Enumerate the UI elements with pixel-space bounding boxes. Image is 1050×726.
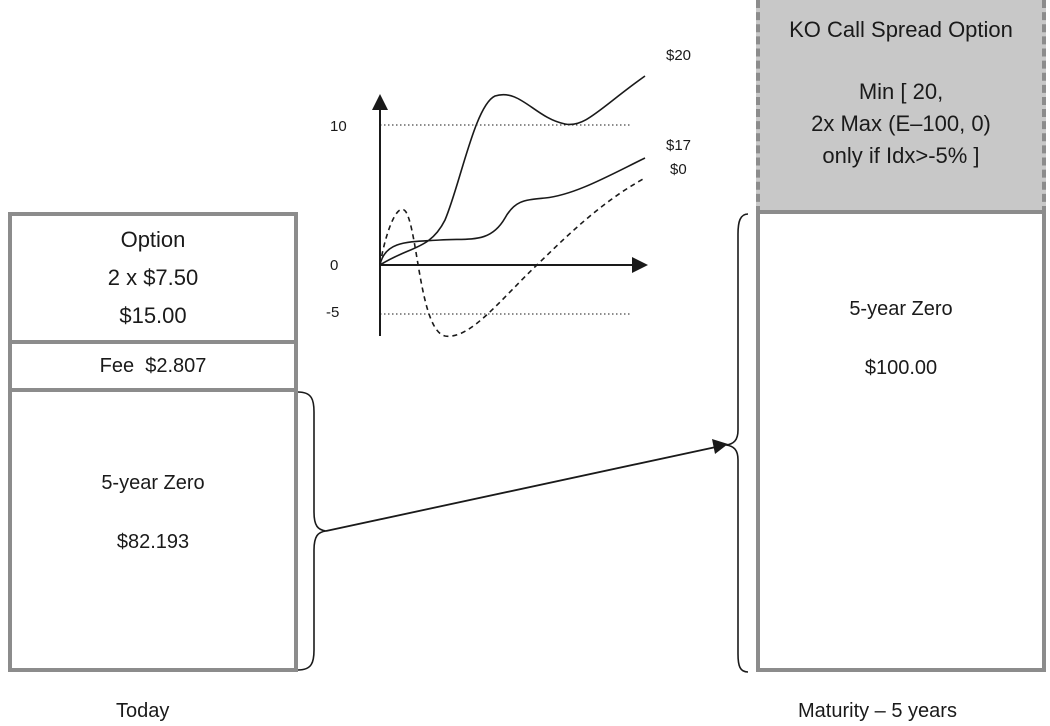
ko-option-box: KO Call Spread Option Min [ 20, 2x Max (… bbox=[756, 0, 1046, 214]
curve-17 bbox=[379, 157, 646, 266]
ko-formula-line2: 2x Max (E–100, 0) bbox=[811, 111, 991, 136]
option-title: Option bbox=[120, 227, 186, 252]
fee-text: Fee $2.807 bbox=[99, 354, 207, 377]
zero-maturity-box: 5-year Zero $100.00 bbox=[756, 210, 1046, 672]
y-tick-10: 10 bbox=[330, 118, 347, 135]
zero-today-box: 5-year Zero $82.193 bbox=[8, 388, 298, 672]
curve-20 bbox=[379, 75, 646, 266]
ko-formula-line3: only if Idx>-5% ] bbox=[822, 143, 980, 168]
zero-maturity-title: 5-year Zero bbox=[849, 298, 953, 320]
growth-arrow bbox=[325, 446, 717, 532]
brace-maturity bbox=[725, 213, 749, 673]
brace-today bbox=[297, 391, 327, 671]
option-box: Option 2 x $7.50 $15.00 bbox=[8, 212, 298, 344]
option-value: $15.00 bbox=[119, 303, 187, 328]
zero-today-value: $82.193 bbox=[116, 531, 190, 553]
zero-today-title: 5-year Zero bbox=[101, 472, 205, 494]
y-tick-minus5: -5 bbox=[326, 304, 339, 321]
ko-title: KO Call Spread Option bbox=[789, 17, 1013, 42]
y-axis-arrow bbox=[372, 94, 388, 110]
today-label: Today bbox=[116, 700, 170, 722]
series-label-17: $17 bbox=[666, 137, 691, 154]
x-axis-arrow bbox=[632, 257, 648, 273]
growth-arrow-head bbox=[712, 439, 728, 454]
maturity-label: Maturity – 5 years bbox=[798, 700, 957, 722]
series-label-0: $0 bbox=[670, 161, 687, 178]
curve-0 bbox=[379, 177, 646, 337]
series-label-20: $20 bbox=[666, 47, 691, 64]
option-calc: 2 x $7.50 bbox=[107, 265, 199, 290]
y-tick-0: 0 bbox=[330, 257, 338, 274]
fee-box: Fee $2.807 bbox=[8, 340, 298, 392]
zero-maturity-value: $100.00 bbox=[864, 357, 938, 379]
ko-formula-line1: Min [ 20, bbox=[858, 79, 944, 104]
